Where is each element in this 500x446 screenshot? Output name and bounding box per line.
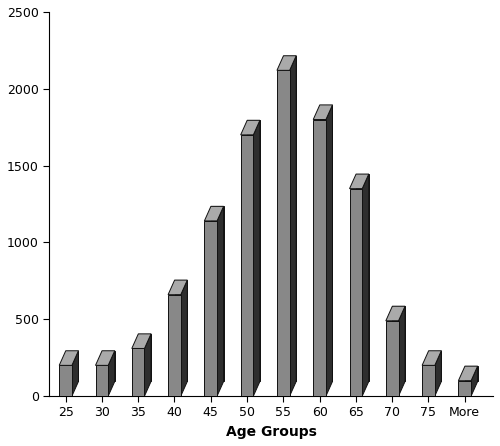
Polygon shape — [254, 120, 260, 396]
Polygon shape — [132, 348, 144, 396]
Polygon shape — [247, 120, 260, 381]
Polygon shape — [386, 321, 398, 396]
Polygon shape — [132, 334, 151, 348]
Polygon shape — [66, 351, 78, 381]
Polygon shape — [59, 351, 78, 365]
Polygon shape — [102, 351, 115, 381]
Polygon shape — [204, 206, 224, 221]
Polygon shape — [168, 295, 181, 396]
Polygon shape — [72, 351, 78, 396]
Polygon shape — [350, 174, 369, 189]
Polygon shape — [435, 351, 442, 396]
Polygon shape — [398, 306, 405, 396]
Polygon shape — [350, 189, 362, 396]
Polygon shape — [428, 351, 442, 381]
Polygon shape — [392, 306, 405, 381]
Polygon shape — [290, 56, 296, 396]
Polygon shape — [422, 351, 442, 365]
Polygon shape — [277, 70, 289, 396]
Polygon shape — [96, 351, 114, 365]
Polygon shape — [217, 206, 224, 396]
Polygon shape — [458, 366, 477, 381]
Polygon shape — [326, 105, 332, 396]
X-axis label: Age Groups: Age Groups — [226, 425, 316, 439]
Polygon shape — [284, 56, 296, 381]
Polygon shape — [313, 105, 332, 120]
Polygon shape — [240, 120, 260, 135]
Polygon shape — [465, 366, 477, 381]
Polygon shape — [138, 334, 151, 381]
Polygon shape — [204, 221, 217, 396]
Polygon shape — [96, 365, 108, 396]
Polygon shape — [356, 174, 369, 381]
Polygon shape — [181, 280, 188, 396]
Polygon shape — [144, 334, 151, 396]
Polygon shape — [458, 381, 471, 396]
Polygon shape — [320, 105, 332, 381]
Polygon shape — [471, 366, 478, 396]
Polygon shape — [174, 280, 188, 381]
Polygon shape — [168, 280, 188, 295]
Polygon shape — [59, 365, 72, 396]
Polygon shape — [422, 365, 435, 396]
Polygon shape — [313, 120, 326, 396]
Polygon shape — [240, 135, 254, 396]
Polygon shape — [211, 206, 224, 381]
Polygon shape — [386, 306, 405, 321]
Polygon shape — [108, 351, 114, 396]
Polygon shape — [362, 174, 369, 396]
Polygon shape — [277, 56, 296, 70]
